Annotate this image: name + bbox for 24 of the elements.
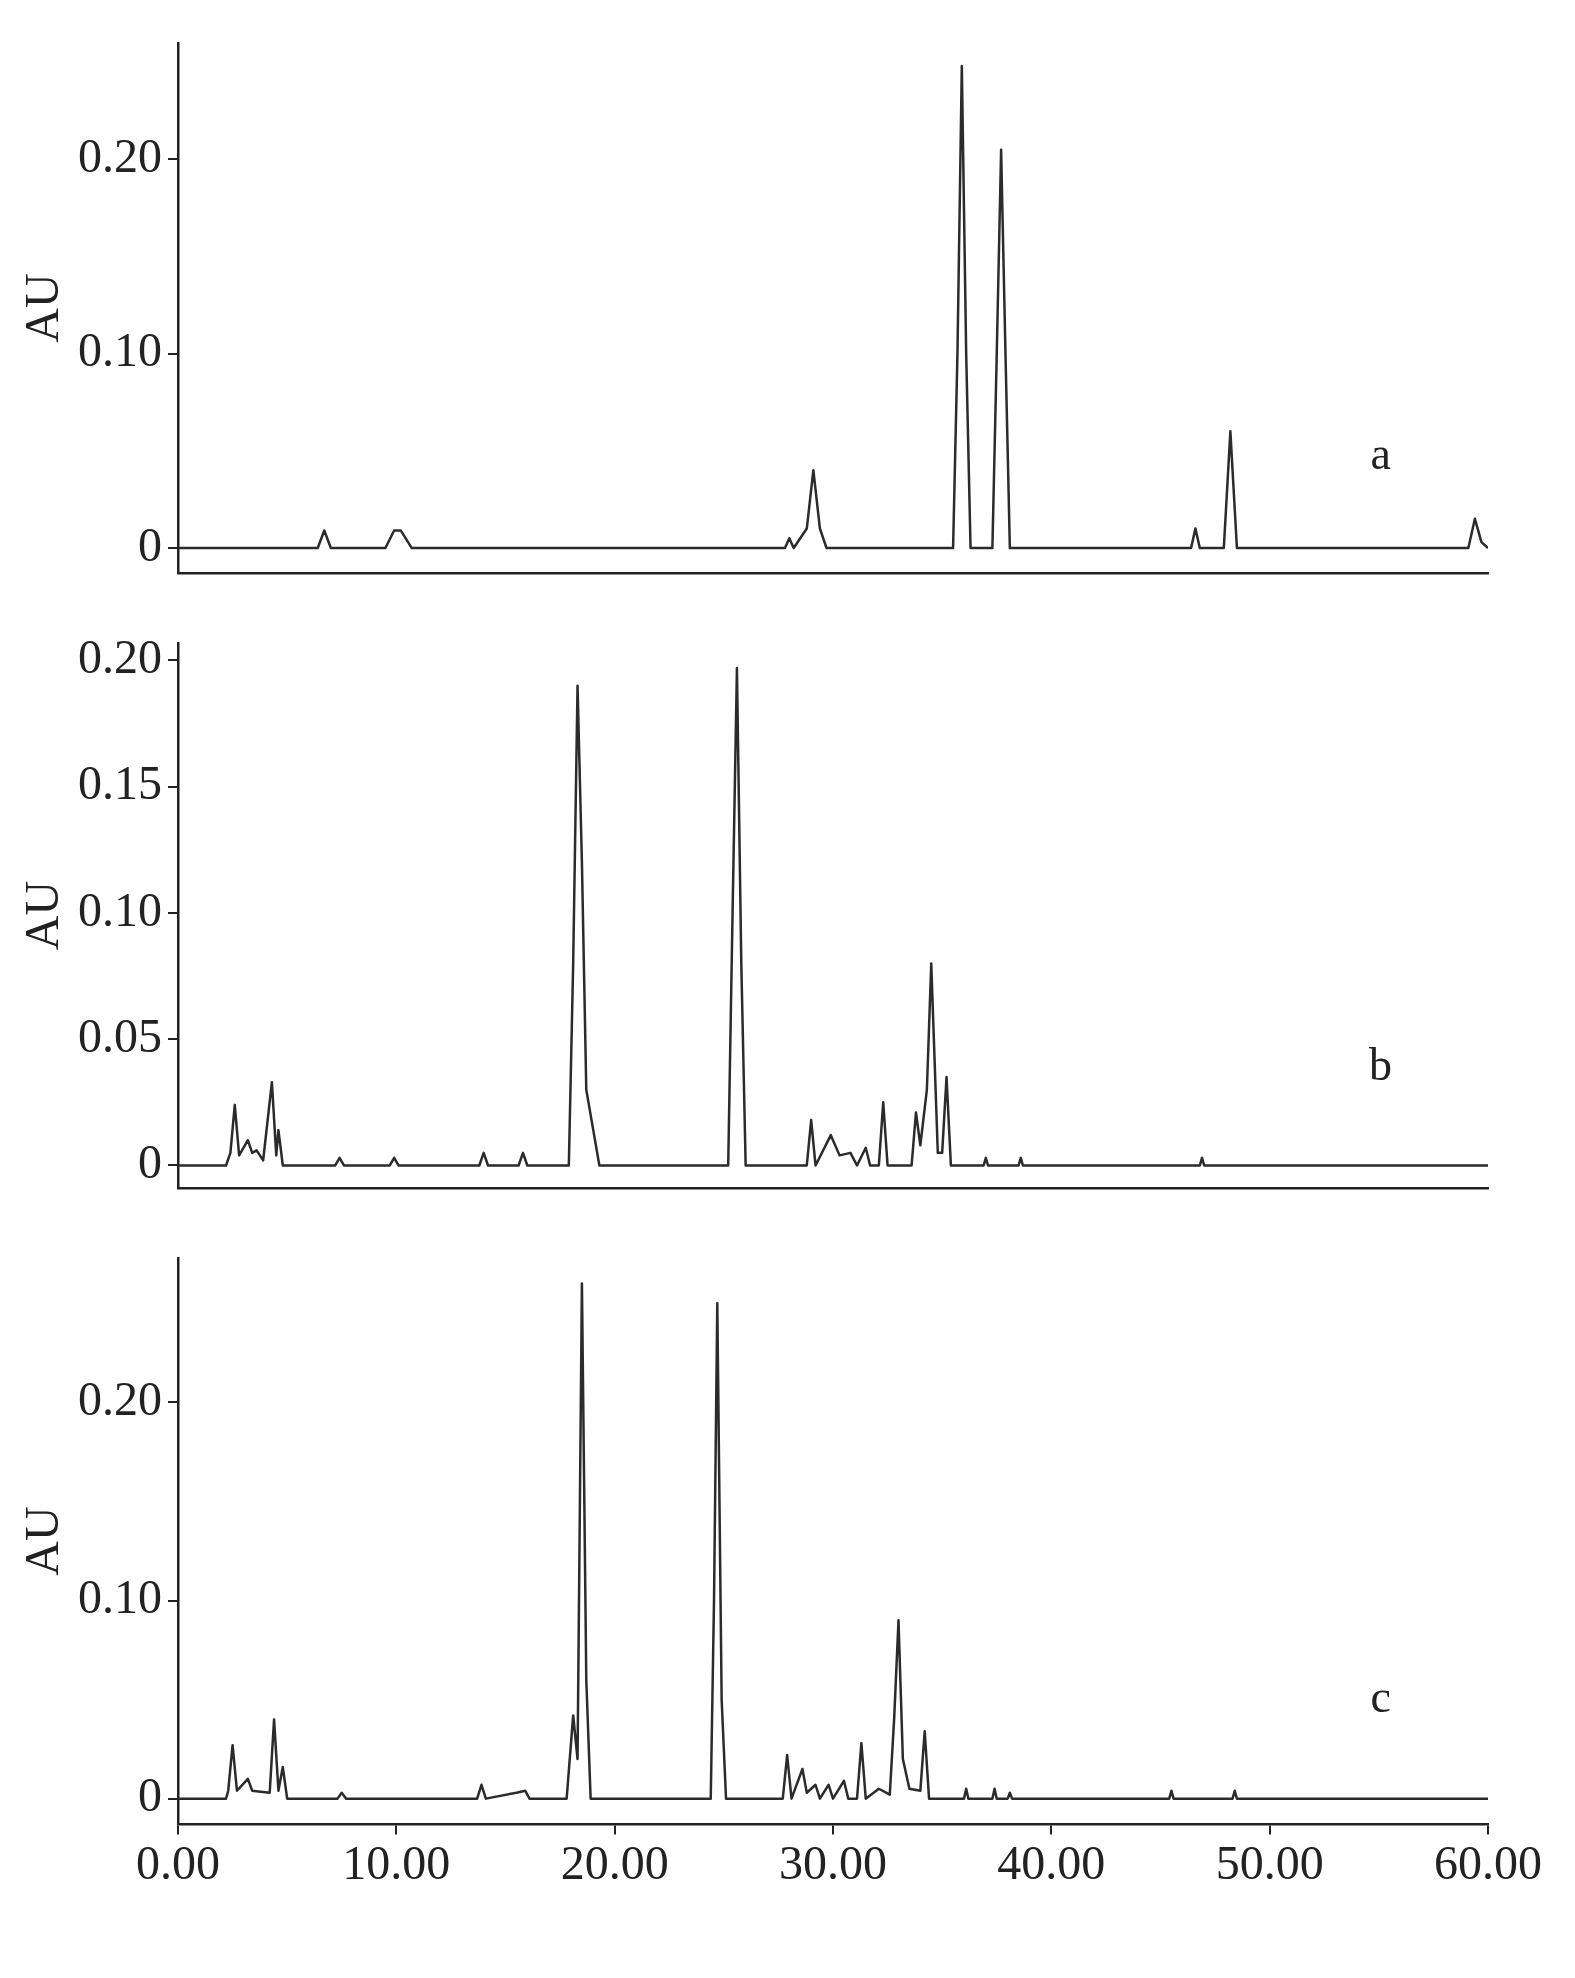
y-axis-title: AU	[15, 273, 69, 343]
annotation: a	[1370, 427, 1391, 479]
y-tick-label: 0	[138, 1135, 162, 1189]
x-tick-label: 40.00	[997, 1835, 1106, 1889]
y-tick-label: 0.20	[78, 630, 162, 684]
y-tick-label: 0.10	[78, 323, 162, 377]
x-tick-label: 30.00	[779, 1835, 887, 1889]
x-tick-label: 0.00	[136, 1835, 220, 1889]
y-tick-label: 0.20	[78, 128, 162, 182]
annotation: c	[1370, 1670, 1391, 1722]
x-tick-label: 20.00	[560, 1835, 669, 1889]
x-tick-label: 50.00	[1215, 1835, 1324, 1889]
y-tick-label: 0	[138, 1768, 162, 1822]
annotation: b	[1369, 1039, 1393, 1091]
y-tick-label: 0.05	[78, 1008, 162, 1062]
y-axis-title: AU	[15, 880, 69, 951]
y-tick-label: 0.10	[78, 1570, 162, 1624]
x-tick-label: 60.00	[1434, 1835, 1542, 1889]
x-tick-label: 10.00	[342, 1835, 451, 1889]
y-axis-title: AU	[15, 1506, 69, 1576]
y-tick-label: 0.20	[78, 1372, 162, 1426]
y-tick-label: 0.10	[78, 882, 162, 936]
y-tick-label: 0.15	[78, 756, 162, 810]
y-tick-label: 0	[138, 517, 162, 571]
